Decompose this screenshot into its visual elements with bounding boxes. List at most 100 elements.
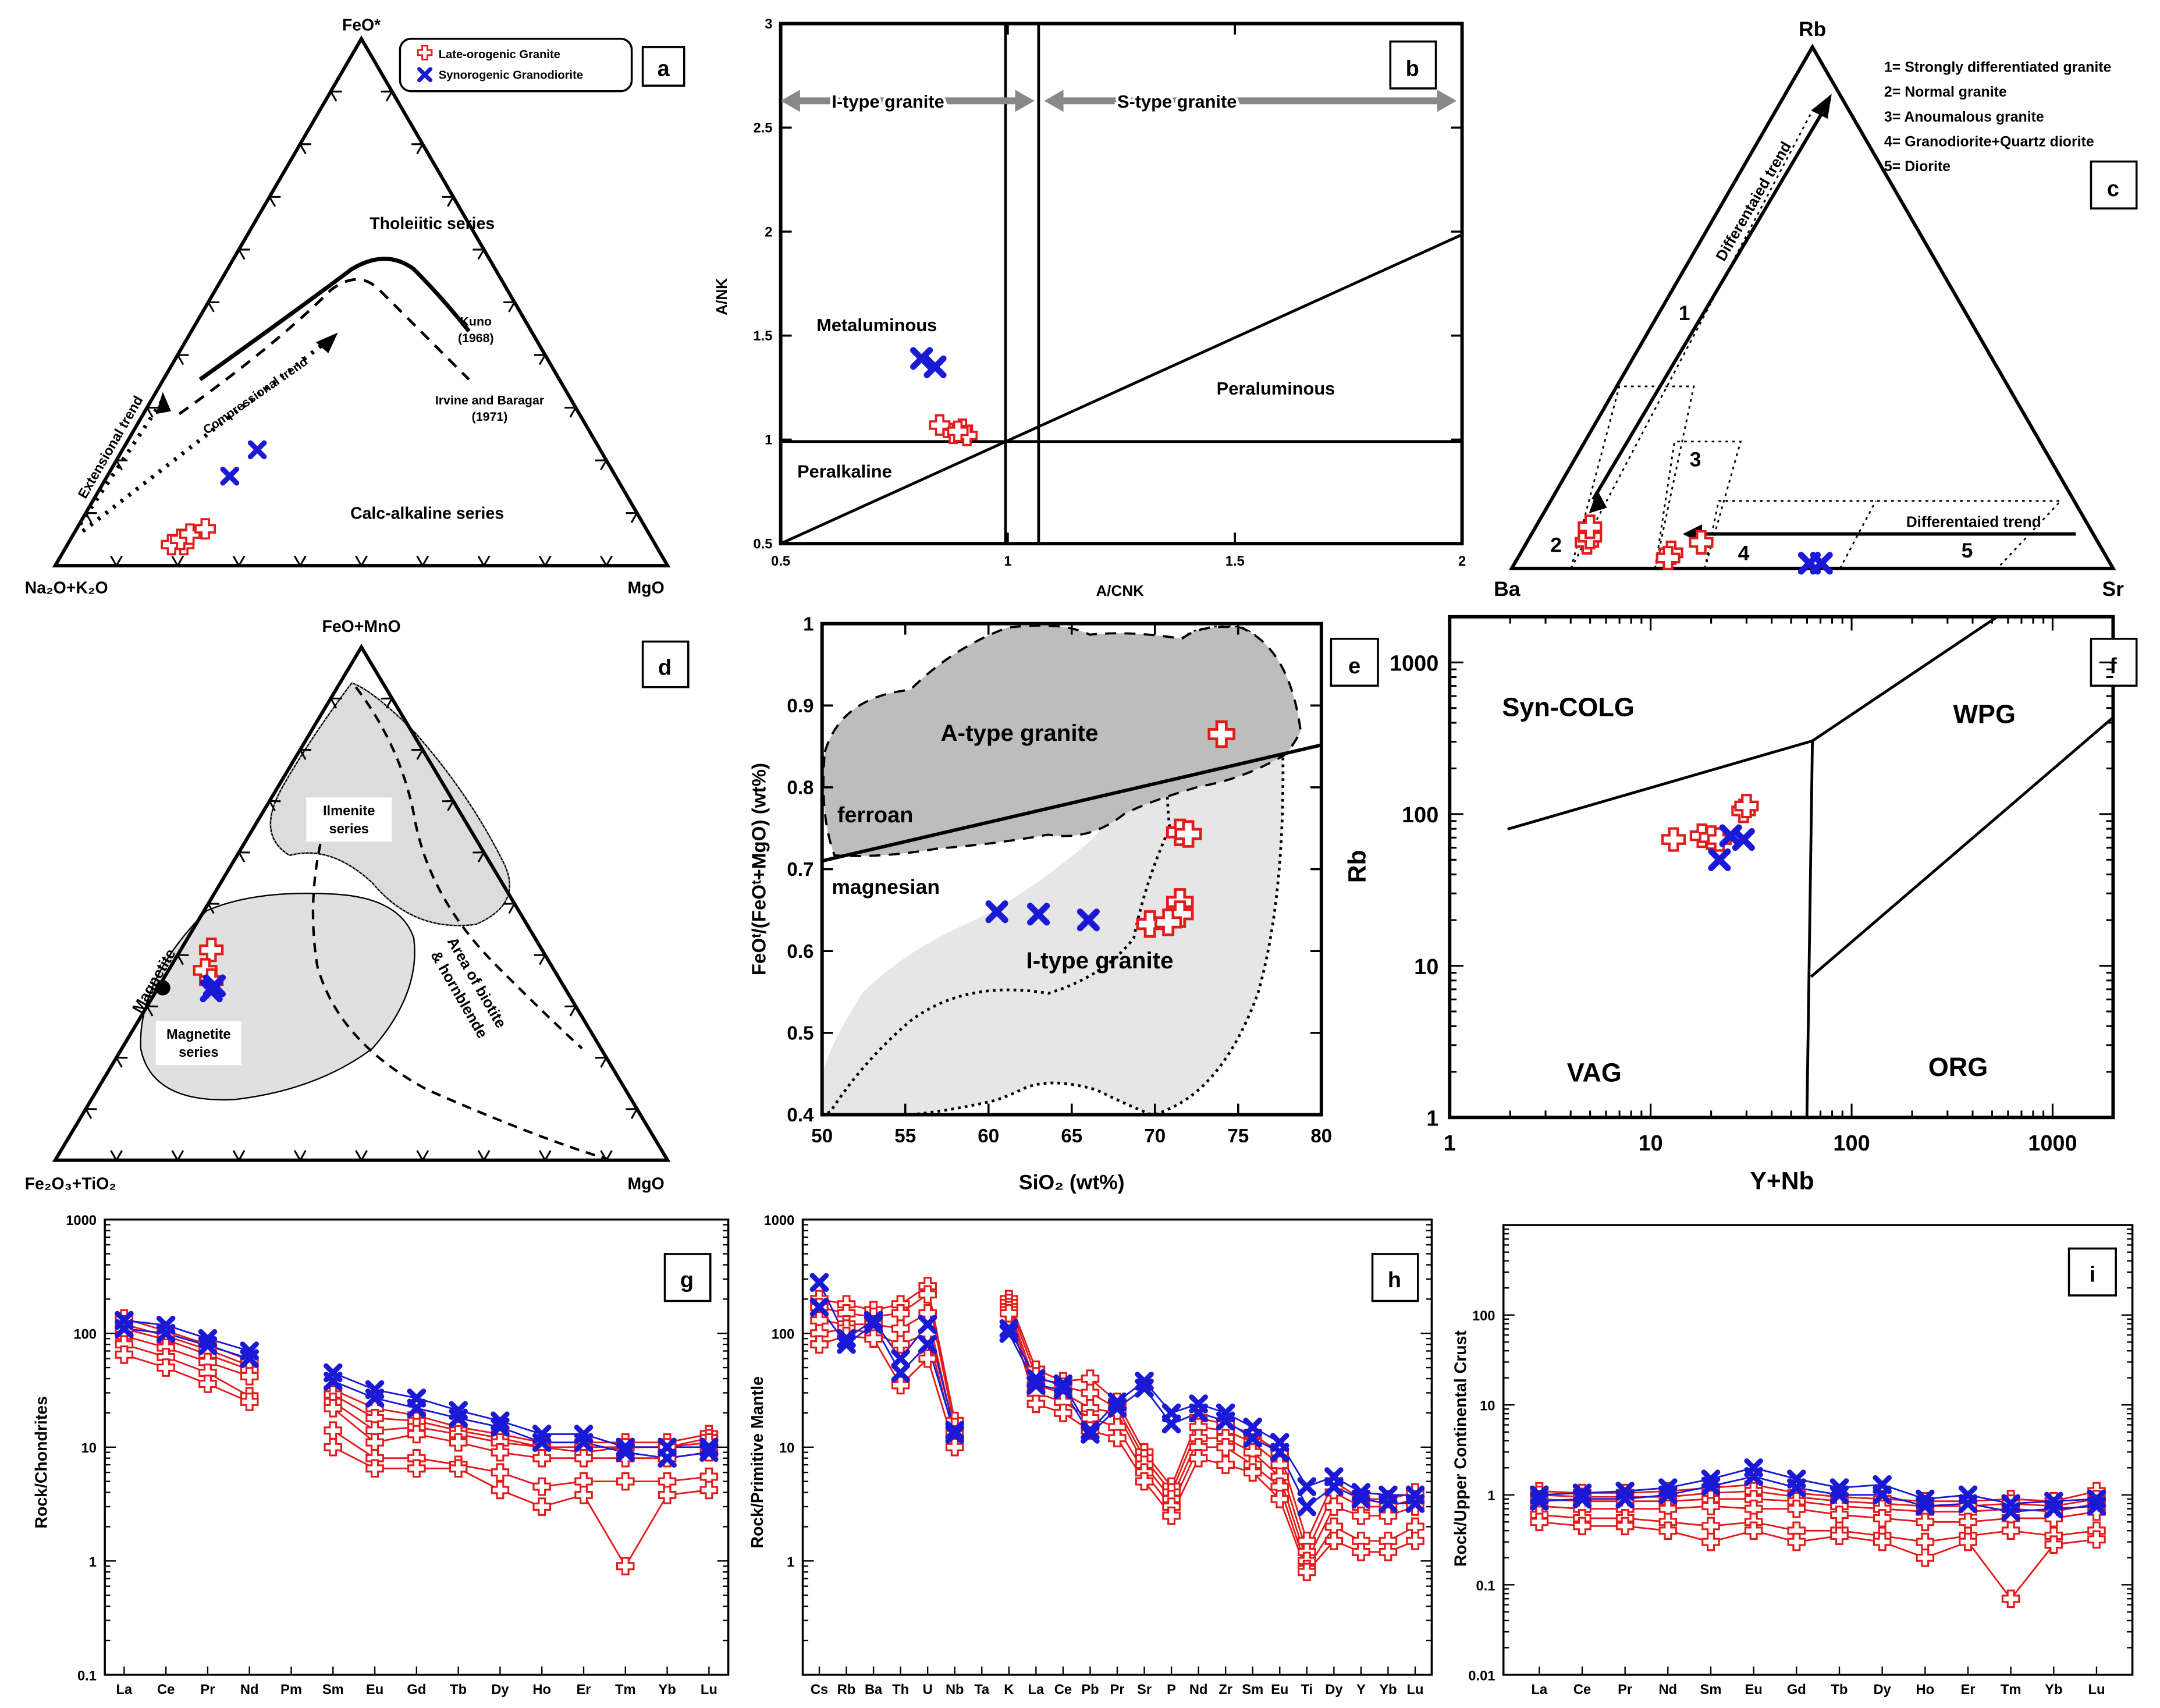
panel-e: A-type granite I-type granite ferroan ma… <box>749 613 1379 1194</box>
y-tick-label: 100 <box>1472 1309 1495 1324</box>
granodiorite-marker <box>1732 828 1755 851</box>
x-tick-label: 60 <box>978 1125 999 1147</box>
granodiorite-marker <box>1873 1485 1892 1505</box>
granodiorite-marker <box>1324 1477 1344 1496</box>
granite-marker <box>699 1480 719 1500</box>
granodiorite-marker <box>240 1349 259 1368</box>
data-points-b <box>910 347 978 446</box>
peraluminous-label: Peraluminous <box>1217 378 1335 399</box>
granite-marker <box>1081 1383 1100 1402</box>
granodiorite-marker <box>1701 1476 1721 1496</box>
granite-marker <box>945 1437 964 1457</box>
y-tick-label: 1000 <box>764 1213 795 1228</box>
granodiorite-marker <box>323 1372 343 1391</box>
itype-label-e: I-type granite <box>1026 947 1174 974</box>
granite-marker <box>1707 827 1732 852</box>
panel-c: Differentaied trend Differentaied trend … <box>1494 17 2138 601</box>
x-tick-label: Er <box>576 1682 591 1698</box>
granite-marker <box>1959 1532 1977 1551</box>
granodiorite-marker <box>918 1334 937 1354</box>
x-tick-label: 1.5 <box>1225 554 1245 569</box>
granite-marker <box>1324 1497 1344 1516</box>
x-tick-label: La <box>1532 1682 1548 1698</box>
series-line <box>123 1335 709 1460</box>
ternary-tick <box>329 697 342 709</box>
x-tick-label: Yb <box>2045 1682 2062 1698</box>
x-axis-label-f: Y+Nb <box>1750 1167 1814 1195</box>
granite-marker <box>891 1376 910 1395</box>
granite-marker <box>240 1367 259 1386</box>
granodiorite-marker <box>1658 1485 1678 1505</box>
granodiorite-marker <box>616 1437 635 1457</box>
granite-marker <box>1744 1521 1763 1540</box>
x-tick-label: 0.5 <box>771 554 790 569</box>
granite-marker <box>1352 1506 1370 1525</box>
differentiated-trend-2: Differentaied trend <box>1906 513 2041 531</box>
ternary-tick <box>110 555 123 568</box>
ternary-tick <box>381 90 394 102</box>
axis-ticks-g: 0.1 1 10 100 1000 La Ce Pr Nd Pm Sm Eu Gd Tb Dy Ho Er Tm Y… <box>66 1213 729 1698</box>
granite-marker <box>491 1463 510 1482</box>
y-tick-label: 10 <box>1414 955 1438 979</box>
x-tick-label: Nd <box>1659 1682 1678 1698</box>
granodiorite-marker <box>616 1443 635 1462</box>
field-3-number: 3 <box>1690 448 1701 471</box>
granodiorite-marker <box>918 1315 937 1334</box>
granite-marker <box>199 938 224 963</box>
field-5-number: 5 <box>1962 539 1973 562</box>
panel-f: Syn-COLG WPG VAG ORG Y+Nb Rb f 1 10 100 100… <box>1344 615 2138 1195</box>
field-1-number: 1 <box>1679 301 1690 325</box>
legend-red-marker <box>417 45 433 61</box>
granodiorite-marker <box>532 1433 552 1452</box>
ternary-tick <box>416 1150 429 1162</box>
granite-marker <box>1135 1472 1154 1491</box>
granite-marker <box>918 1349 937 1368</box>
panel-i-label: i <box>2090 1262 2096 1287</box>
x-tick-label: 1 <box>1444 1131 1456 1156</box>
y-axis-label-b: A/NK <box>713 278 730 315</box>
granite-marker <box>115 1345 134 1364</box>
x-tick-label: Sm <box>1700 1682 1722 1698</box>
legend-red-marker <box>417 45 433 61</box>
y-tick-label: 1000 <box>66 1213 97 1228</box>
x-tick-label: 1000 <box>2028 1131 2077 1156</box>
granite-marker <box>2087 1530 2106 1549</box>
x-tick-label: Rb <box>837 1682 856 1698</box>
panel-c-label: c <box>2107 177 2119 201</box>
y-tick-label: 10 <box>81 1441 97 1456</box>
ternary-tick <box>595 1056 608 1068</box>
x-tick-label: Ce <box>157 1682 175 1698</box>
peralkaline-label: Peralkaline <box>797 461 892 481</box>
x-tick-label: Yb <box>658 1682 676 1698</box>
y-tick-label: 1 <box>803 613 813 635</box>
granite-marker <box>574 1486 593 1504</box>
y-axis-label-e: FeOᵗ/(FeOᵗ+MgO) (wt%) <box>749 763 770 975</box>
granite-marker <box>1324 1532 1344 1550</box>
granite-marker <box>1658 1521 1678 1540</box>
ternary-tick <box>538 1150 552 1162</box>
granite-marker <box>532 1448 552 1468</box>
x-tick-label: Gd <box>1787 1682 1806 1698</box>
granodiorite-marker <box>1708 848 1731 871</box>
ternary-tick <box>145 406 158 418</box>
granodiorite-marker <box>985 900 1008 924</box>
granite-marker <box>365 1459 384 1478</box>
magnetite-series-line2: series <box>179 1045 219 1060</box>
granodiorite-marker <box>999 1323 1019 1343</box>
granite-marker <box>1655 545 1681 570</box>
calc-alkaline-label: Calc-alkaline series <box>350 505 504 523</box>
granite-marker <box>1701 1517 1720 1536</box>
ternary-tick <box>534 954 547 965</box>
granite-marker <box>532 1497 552 1516</box>
x-tick-label: Pr <box>200 1682 215 1698</box>
ternary-tick <box>626 512 639 523</box>
granite-marker <box>1734 794 1759 819</box>
granite-marker <box>1787 1532 1806 1551</box>
x-tick-label: Ce <box>1054 1682 1072 1698</box>
granodiorite-marker <box>202 974 226 997</box>
syn-colg-label: Syn-COLG <box>1502 692 1635 722</box>
granodiorite-marker <box>1081 1421 1100 1440</box>
granite-marker <box>1701 1532 1720 1551</box>
ternary-tick <box>171 1150 184 1162</box>
x-tick-label: 10 <box>1639 1131 1663 1156</box>
